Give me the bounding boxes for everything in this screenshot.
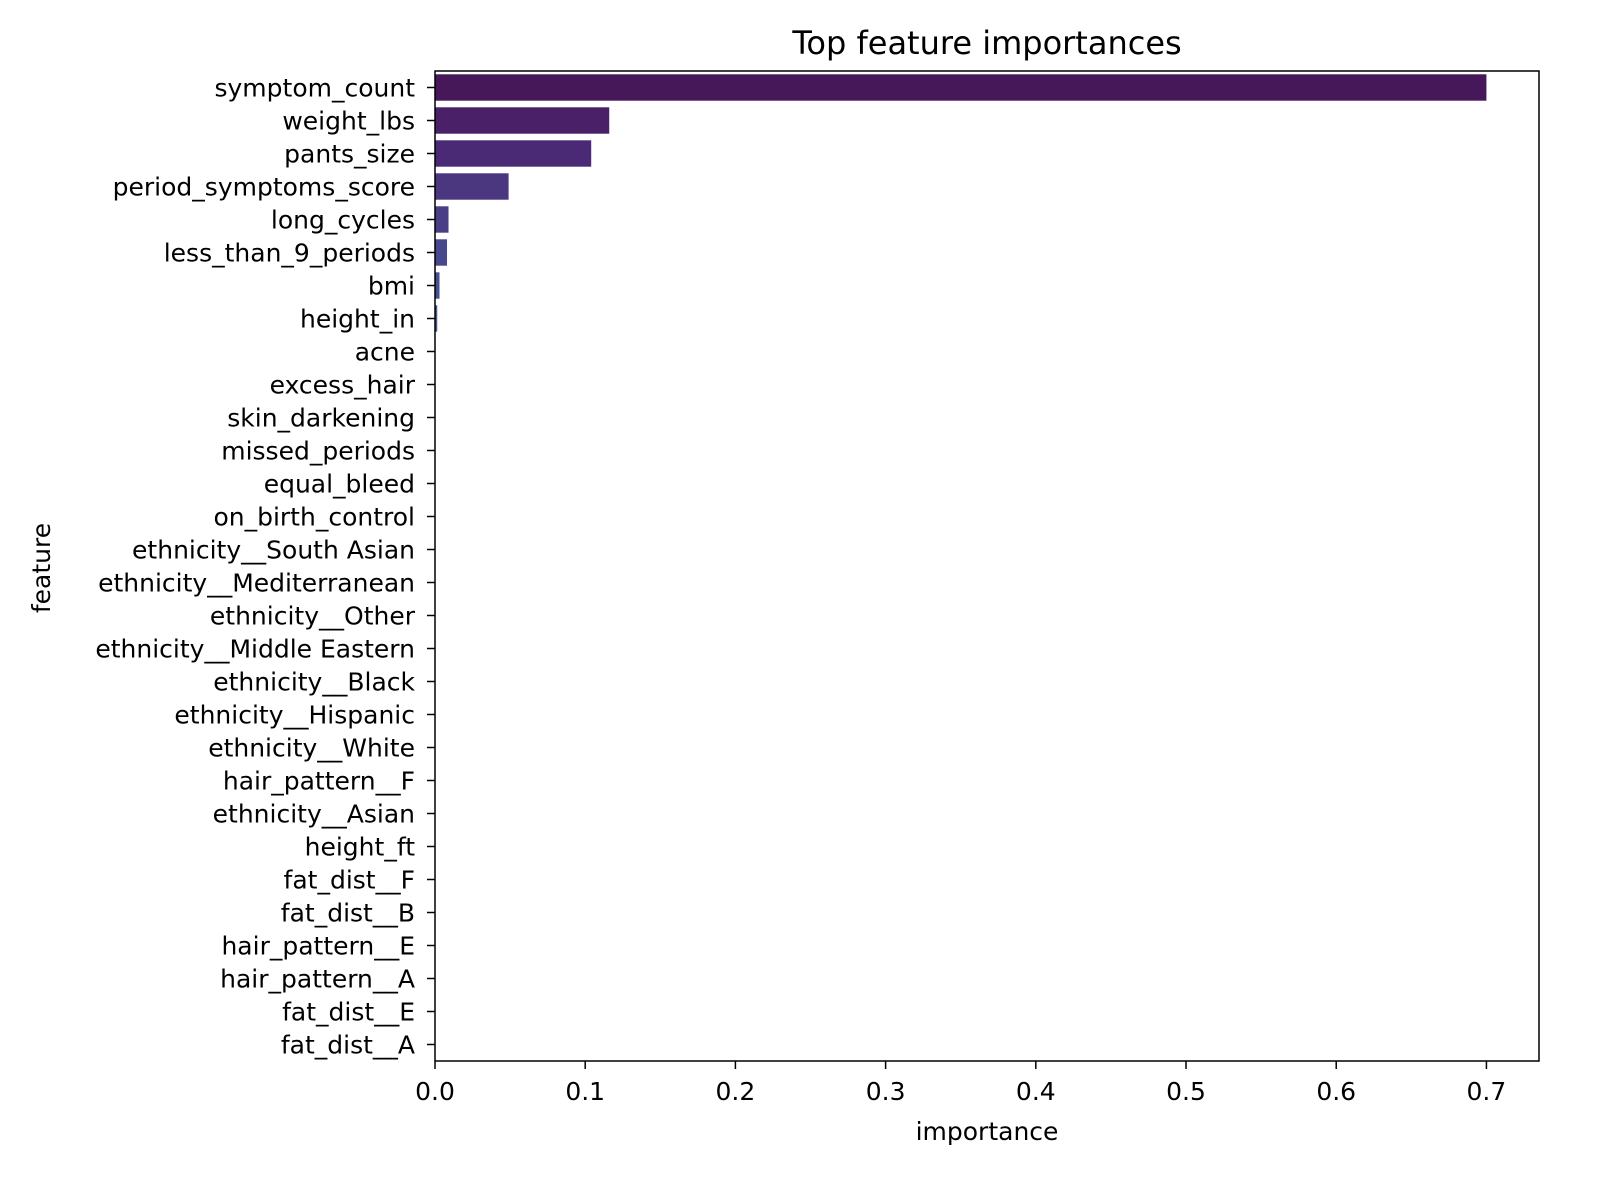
y-tick-label: long_cycles: [271, 206, 415, 235]
bar: [435, 305, 438, 332]
x-tick-label: 0.5: [1166, 1077, 1206, 1106]
y-tick-label: equal_bleed: [264, 470, 415, 499]
x-tick-label: 0.7: [1467, 1077, 1507, 1106]
y-axis-label: feature: [27, 523, 56, 613]
x-tick-label: 0.3: [866, 1077, 906, 1106]
y-tick-label: fat_dist__A: [281, 1031, 415, 1060]
y-tick-label: pants_size: [284, 140, 415, 169]
chart-title: Top feature importances: [791, 24, 1181, 62]
bar: [435, 173, 509, 200]
bar: [435, 74, 1487, 101]
y-tick-label: fat_dist__E: [282, 998, 415, 1027]
x-tick-label: 0.0: [415, 1077, 455, 1106]
y-tick-label: on_birth_control: [213, 503, 415, 532]
bar: [435, 239, 448, 266]
bars-group: [435, 74, 1487, 332]
x-axis-ticks: 0.0 0.1 0.2 0.3 0.4 0.5 0.6 0.7: [415, 1061, 1506, 1106]
y-tick-label: ethnicity__White: [208, 734, 415, 763]
y-tick-label: bmi: [368, 272, 415, 301]
y-tick-label: acne: [355, 338, 415, 367]
y-tick-label: hair_pattern__F: [223, 767, 415, 796]
x-axis-label: importance: [916, 1117, 1059, 1146]
y-tick-label: weight_lbs: [282, 107, 415, 136]
y-tick-label: fat_dist__F: [284, 866, 415, 895]
x-tick-label: 0.1: [565, 1077, 605, 1106]
y-tick-label: symptom_count: [214, 74, 415, 103]
y-tick-label: fat_dist__B: [281, 899, 415, 928]
x-tick-label: 0.6: [1316, 1077, 1356, 1106]
y-tick-label: ethnicity__Other: [210, 602, 416, 631]
plot-frame: [434, 70, 1540, 1062]
bar: [435, 140, 592, 167]
y-tick-label: excess_hair: [270, 371, 416, 400]
x-tick-label: 0.2: [716, 1077, 756, 1106]
x-tick-label: 0.4: [1016, 1077, 1056, 1106]
y-tick-label: ethnicity__Asian: [213, 800, 415, 829]
y-tick-label: hair_pattern__E: [221, 932, 415, 961]
bar: [435, 107, 610, 134]
y-tick-label: ethnicity__South Asian: [132, 536, 415, 565]
bar: [435, 206, 449, 233]
y-tick-label: ethnicity__Mediterranean: [98, 569, 415, 598]
y-tick-label: missed_periods: [221, 437, 415, 466]
y-tick-label: height_in: [300, 305, 415, 334]
y-tick-label: hair_pattern__A: [220, 965, 415, 994]
y-tick-label: ethnicity__Black: [213, 668, 415, 697]
y-tick-label: period_symptoms_score: [113, 173, 415, 202]
y-tick-label: skin_darkening: [227, 404, 415, 433]
y-tick-label: ethnicity__Hispanic: [174, 701, 415, 730]
y-tick-label: less_than_9_periods: [164, 239, 415, 268]
y-axis-ticks: symptom_count weight_lbs pants_size period_…: [95, 74, 435, 1060]
y-tick-label: ethnicity__Middle Eastern: [95, 635, 415, 664]
bar: [435, 272, 440, 299]
y-tick-label: height_ft: [305, 833, 416, 862]
